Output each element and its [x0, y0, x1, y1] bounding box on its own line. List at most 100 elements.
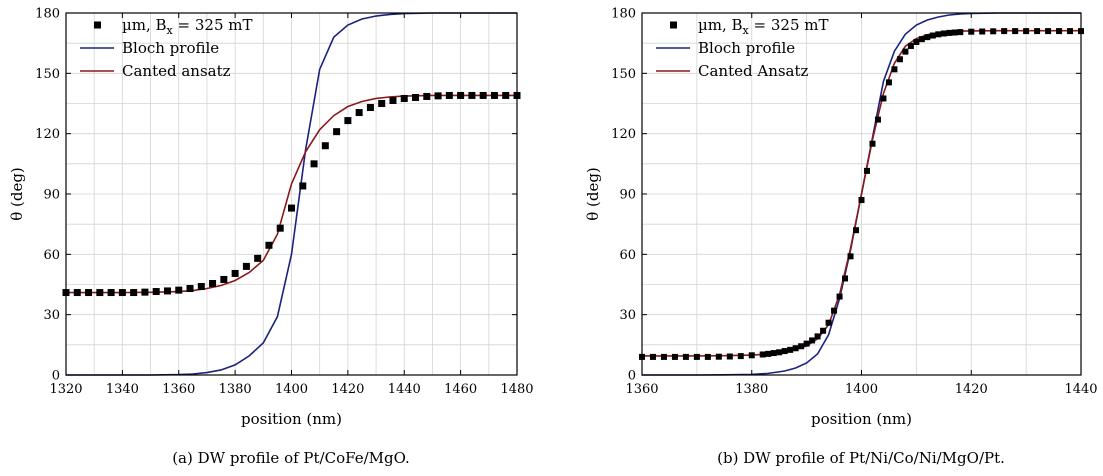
data-point — [803, 340, 810, 347]
data-point — [787, 346, 794, 353]
data-point — [831, 307, 838, 314]
data-point — [1001, 28, 1008, 35]
y-tick-label: 30 — [619, 308, 636, 323]
x-tick-label: 1440 — [388, 382, 421, 397]
data-point — [737, 353, 744, 360]
data-point — [726, 353, 733, 360]
data-point — [885, 79, 892, 86]
data-point — [378, 100, 386, 107]
data-point — [891, 66, 898, 73]
data-point — [175, 286, 183, 294]
y-tick-label: 90 — [619, 188, 636, 203]
data-point — [107, 289, 115, 297]
data-point — [242, 262, 250, 270]
data-point — [671, 353, 678, 360]
data-point — [73, 289, 81, 297]
data-point — [197, 283, 205, 291]
data-point — [759, 351, 766, 358]
legend-label: Bloch profile — [698, 39, 795, 57]
data-point — [929, 32, 936, 39]
data-point — [880, 95, 887, 102]
y-tick-label: 120 — [611, 127, 636, 142]
data-point — [186, 285, 194, 293]
y-tick-label: 60 — [43, 248, 60, 263]
data-point — [1012, 28, 1019, 35]
data-point — [935, 31, 942, 38]
data-point — [254, 254, 262, 262]
x-tick-label: 1400 — [845, 382, 878, 397]
data-point — [220, 275, 228, 283]
data-point — [842, 275, 849, 282]
data-point — [907, 42, 914, 49]
data-point — [693, 353, 700, 360]
x-tick-label: 1420 — [955, 382, 988, 397]
y-tick-label: 30 — [43, 308, 60, 323]
data-point — [490, 91, 498, 99]
y-tick-label: 150 — [611, 67, 636, 82]
data-point — [781, 348, 788, 355]
data-point — [468, 91, 476, 99]
data-point — [445, 91, 453, 99]
data-point — [748, 352, 755, 359]
data-point — [265, 241, 273, 249]
data-point — [389, 96, 397, 104]
legend-label: µm, Bx = 325 mT — [698, 16, 828, 37]
data-point — [814, 333, 821, 340]
figure-caption: (a) DW profile of Pt/CoFe/MgO. — [172, 449, 410, 467]
y-tick-label: 0 — [628, 369, 636, 384]
x-tick-label: 1460 — [444, 382, 477, 397]
data-point — [874, 116, 881, 123]
x-tick-label: 1360 — [625, 382, 658, 397]
data-point — [951, 29, 958, 36]
y-tick-label: 180 — [611, 7, 636, 22]
data-point — [776, 349, 783, 356]
data-point — [299, 182, 307, 190]
y-tick-label: 150 — [35, 67, 60, 82]
data-point — [1034, 28, 1041, 35]
data-point — [355, 109, 363, 117]
y-axis-title: θ (deg) — [8, 167, 26, 221]
x-tick-label: 1480 — [500, 382, 533, 397]
x-tick-label: 1340 — [106, 382, 139, 397]
data-point — [1045, 28, 1052, 35]
data-point — [853, 227, 860, 234]
y-tick-label: 0 — [52, 369, 60, 384]
data-point — [792, 345, 799, 352]
data-point — [321, 142, 329, 150]
series-markers — [62, 91, 521, 297]
y-tick-label: 180 — [35, 7, 60, 22]
data-point — [902, 48, 909, 55]
data-point — [412, 93, 420, 101]
chart-a: 1320 1340 1360 1380 1400 1420 1440 1460 1480 0 30 6… — [8, 7, 534, 468]
x-tick-label: 1440 — [1064, 382, 1097, 397]
data-point — [836, 293, 843, 300]
x-axis-title: position (nm) — [241, 410, 342, 428]
data-point — [85, 289, 93, 297]
data-point — [288, 204, 295, 212]
data-point — [400, 94, 408, 102]
data-point — [896, 56, 903, 63]
data-point — [130, 289, 138, 297]
data-point — [704, 353, 711, 360]
data-point — [847, 253, 854, 260]
data-point — [913, 38, 920, 45]
data-point — [163, 287, 171, 295]
data-point — [979, 28, 986, 35]
data-point — [858, 197, 865, 204]
data-point — [820, 327, 827, 334]
legend-label: Canted Ansatz — [698, 62, 809, 80]
data-point — [276, 224, 284, 232]
data-point — [940, 30, 947, 37]
data-point — [957, 29, 964, 36]
gridlines — [642, 13, 1081, 375]
data-point — [770, 350, 777, 357]
x-axis-title: position (nm) — [811, 410, 912, 428]
y-tick-label: 120 — [35, 127, 60, 142]
data-point — [152, 288, 160, 296]
data-point — [825, 319, 832, 326]
data-point — [366, 104, 374, 112]
data-point — [660, 353, 667, 360]
data-point — [344, 117, 352, 125]
legend-marker — [94, 21, 101, 29]
